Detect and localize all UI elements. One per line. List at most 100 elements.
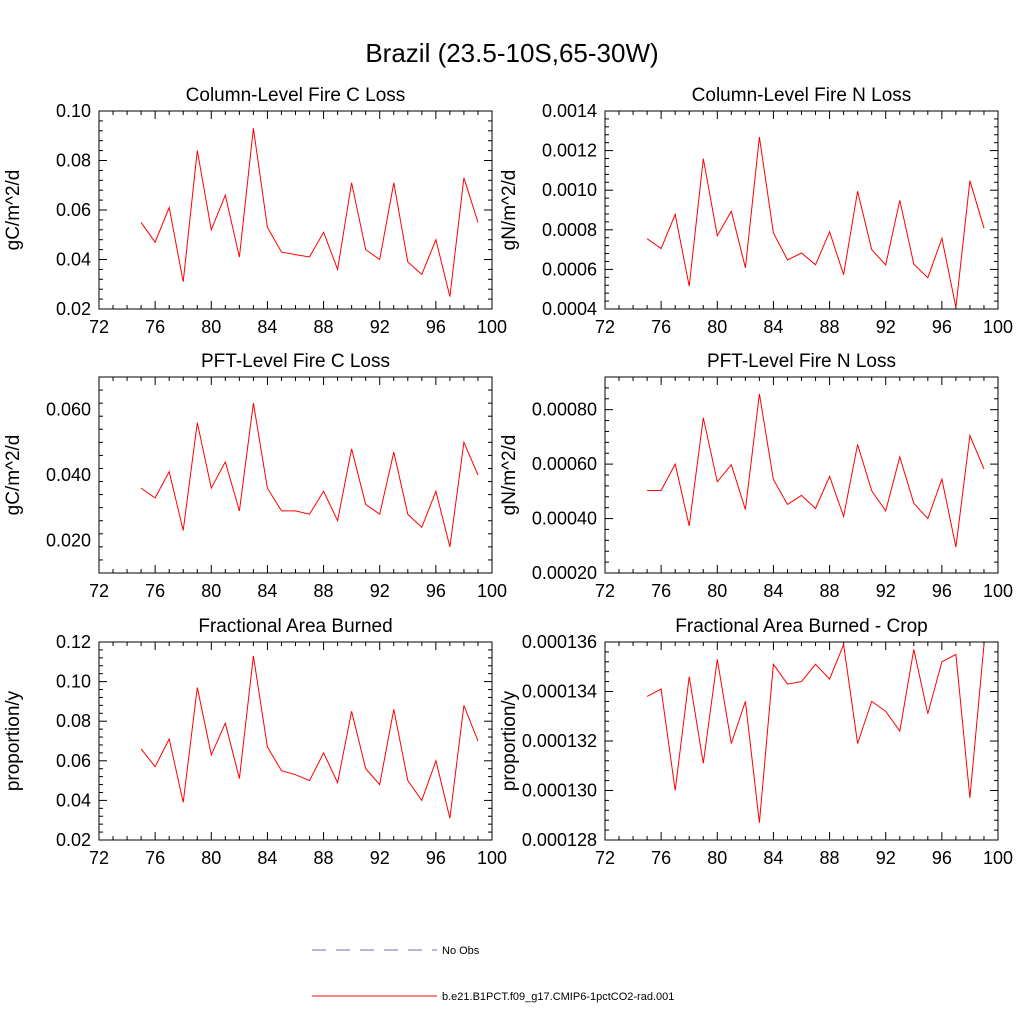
y-tick-label: 0.00020	[532, 563, 597, 583]
x-tick-label: 96	[932, 317, 952, 337]
x-tick-label: 76	[651, 848, 671, 868]
x-tick-label: 96	[426, 848, 446, 868]
legend-label-no-obs: No Obs	[442, 945, 480, 957]
y-tick-label: 0.00040	[532, 509, 597, 529]
x-tick-label: 80	[707, 581, 727, 601]
chart-title: Fractional Area Burned	[198, 616, 392, 637]
x-tick-label: 80	[201, 317, 221, 337]
x-tick-label: 92	[876, 848, 896, 868]
series-line	[140, 128, 479, 297]
y-tick-label: 0.020	[46, 530, 91, 550]
chart-area-burned-crop: Fractional Area Burned - Crop proportion/…	[499, 616, 1013, 868]
y-tick-label: 0.000136	[522, 632, 597, 652]
x-tick-label: 84	[763, 848, 783, 868]
x-tick-label: 80	[707, 317, 727, 337]
y-axis-label: gN/m^2/d	[499, 170, 520, 251]
chart-col-n-loss: Column-Level Fire N Loss gN/m^2/d 72 76 80 84…	[499, 85, 1013, 337]
chart-title: Column-Level Fire C Loss	[186, 85, 406, 106]
y-axis-label: proportion/y	[499, 690, 520, 791]
x-tick-label: 88	[314, 581, 334, 601]
series-line	[140, 655, 479, 819]
x-tick-label: 76	[145, 581, 165, 601]
x-tick-label: 100	[983, 848, 1013, 868]
y-tick-label: 0.0012	[542, 141, 597, 161]
x-tick-label: 100	[477, 848, 507, 868]
y-tick-label: 0.00080	[532, 400, 597, 420]
y-tick-label: 0.0014	[542, 101, 597, 121]
x-tick-label: 84	[257, 848, 277, 868]
x-tick-label: 76	[651, 317, 671, 337]
chart-pft-n-loss: PFT-Level Fire N Loss gN/m^2/d 72 76 80 84 88 9…	[499, 351, 1013, 601]
y-tick-label: 0.000130	[522, 781, 597, 801]
y-axis-label: gN/m^2/d	[499, 435, 520, 516]
x-tick-label: 100	[983, 581, 1013, 601]
plot-frame	[98, 376, 493, 574]
y-tick-label: 0.04	[56, 790, 91, 810]
chart-title: Column-Level Fire N Loss	[692, 85, 912, 106]
plot-frame	[98, 110, 493, 310]
x-tick-label: 72	[595, 581, 615, 601]
series-line	[647, 393, 985, 548]
x-tick-label: 88	[820, 848, 840, 868]
y-tick-label: 0.040	[46, 465, 91, 485]
legend-label-model: b.e21.B1PCT.f09_g17.CMIP6-1pctCO2-rad.00…	[442, 991, 674, 1003]
x-tick-label: 96	[426, 317, 446, 337]
y-tick-label: 0.000134	[522, 682, 597, 702]
chart-title: Fractional Area Burned - Crop	[675, 616, 927, 637]
x-tick-label: 88	[314, 317, 334, 337]
x-tick-label: 72	[595, 848, 615, 868]
chart-area-burned: Fractional Area Burned proportion/y 72 76 80…	[3, 616, 507, 868]
x-tick-label: 72	[89, 581, 109, 601]
y-tick-label: 0.04	[56, 250, 91, 270]
x-tick-label: 100	[983, 317, 1013, 337]
y-tick-label: 0.00060	[532, 454, 597, 474]
x-tick-label: 88	[314, 848, 334, 868]
plot-frame	[604, 376, 999, 574]
x-tick-label: 92	[876, 581, 896, 601]
y-tick-label: 0.06	[56, 751, 91, 771]
y-tick-label: 0.10	[56, 101, 91, 121]
y-tick-label: 0.12	[56, 632, 91, 652]
y-tick-label: 0.02	[56, 299, 91, 319]
x-tick-label: 92	[370, 848, 390, 868]
x-tick-label: 72	[89, 848, 109, 868]
x-tick-label: 72	[89, 317, 109, 337]
x-tick-label: 92	[876, 317, 896, 337]
x-tick-label: 100	[477, 581, 507, 601]
x-tick-label: 80	[201, 848, 221, 868]
x-tick-label: 84	[257, 581, 277, 601]
x-tick-label: 76	[145, 848, 165, 868]
x-tick-label: 92	[370, 581, 390, 601]
y-tick-label: 0.000128	[522, 830, 597, 850]
x-tick-label: 72	[595, 317, 615, 337]
x-tick-label: 96	[932, 848, 952, 868]
series-line	[646, 642, 985, 823]
y-axis-label: gC/m^2/d	[3, 170, 24, 251]
series-line	[646, 137, 985, 308]
x-tick-label: 80	[201, 581, 221, 601]
x-tick-label: 88	[820, 581, 840, 601]
x-tick-label: 76	[145, 317, 165, 337]
chart-pft-c-loss: PFT-Level Fire C Loss gC/m^2/d 72 76 80 84 88 9…	[3, 351, 507, 601]
y-tick-label: 0.060	[46, 400, 91, 420]
y-tick-label: 0.08	[56, 151, 91, 171]
y-axis-label: proportion/y	[3, 690, 24, 791]
legend: No Obs b.e21.B1PCT.f09_g17.CMIP6-1pctCO2…	[312, 945, 674, 1003]
y-tick-label: 0.0006	[542, 259, 597, 279]
y-tick-label: 0.10	[56, 672, 91, 692]
y-tick-label: 0.02	[56, 830, 91, 850]
plot-frame	[98, 641, 493, 841]
series-line	[140, 403, 479, 548]
y-tick-label: 0.0004	[542, 299, 597, 319]
x-tick-label: 88	[820, 317, 840, 337]
plot-frame	[604, 110, 999, 310]
x-tick-label: 80	[707, 848, 727, 868]
y-tick-label: 0.000132	[522, 731, 597, 751]
chart-col-c-loss: Column-Level Fire C Loss gC/m^2/d 72 76 80 84…	[3, 85, 507, 337]
x-tick-label: 76	[651, 581, 671, 601]
y-tick-label: 0.0008	[542, 220, 597, 240]
y-axis-label: gC/m^2/d	[3, 435, 24, 516]
figure-title: Brazil (23.5-10S,65-30W)	[365, 38, 658, 68]
x-tick-label: 100	[477, 317, 507, 337]
y-tick-label: 0.08	[56, 711, 91, 731]
